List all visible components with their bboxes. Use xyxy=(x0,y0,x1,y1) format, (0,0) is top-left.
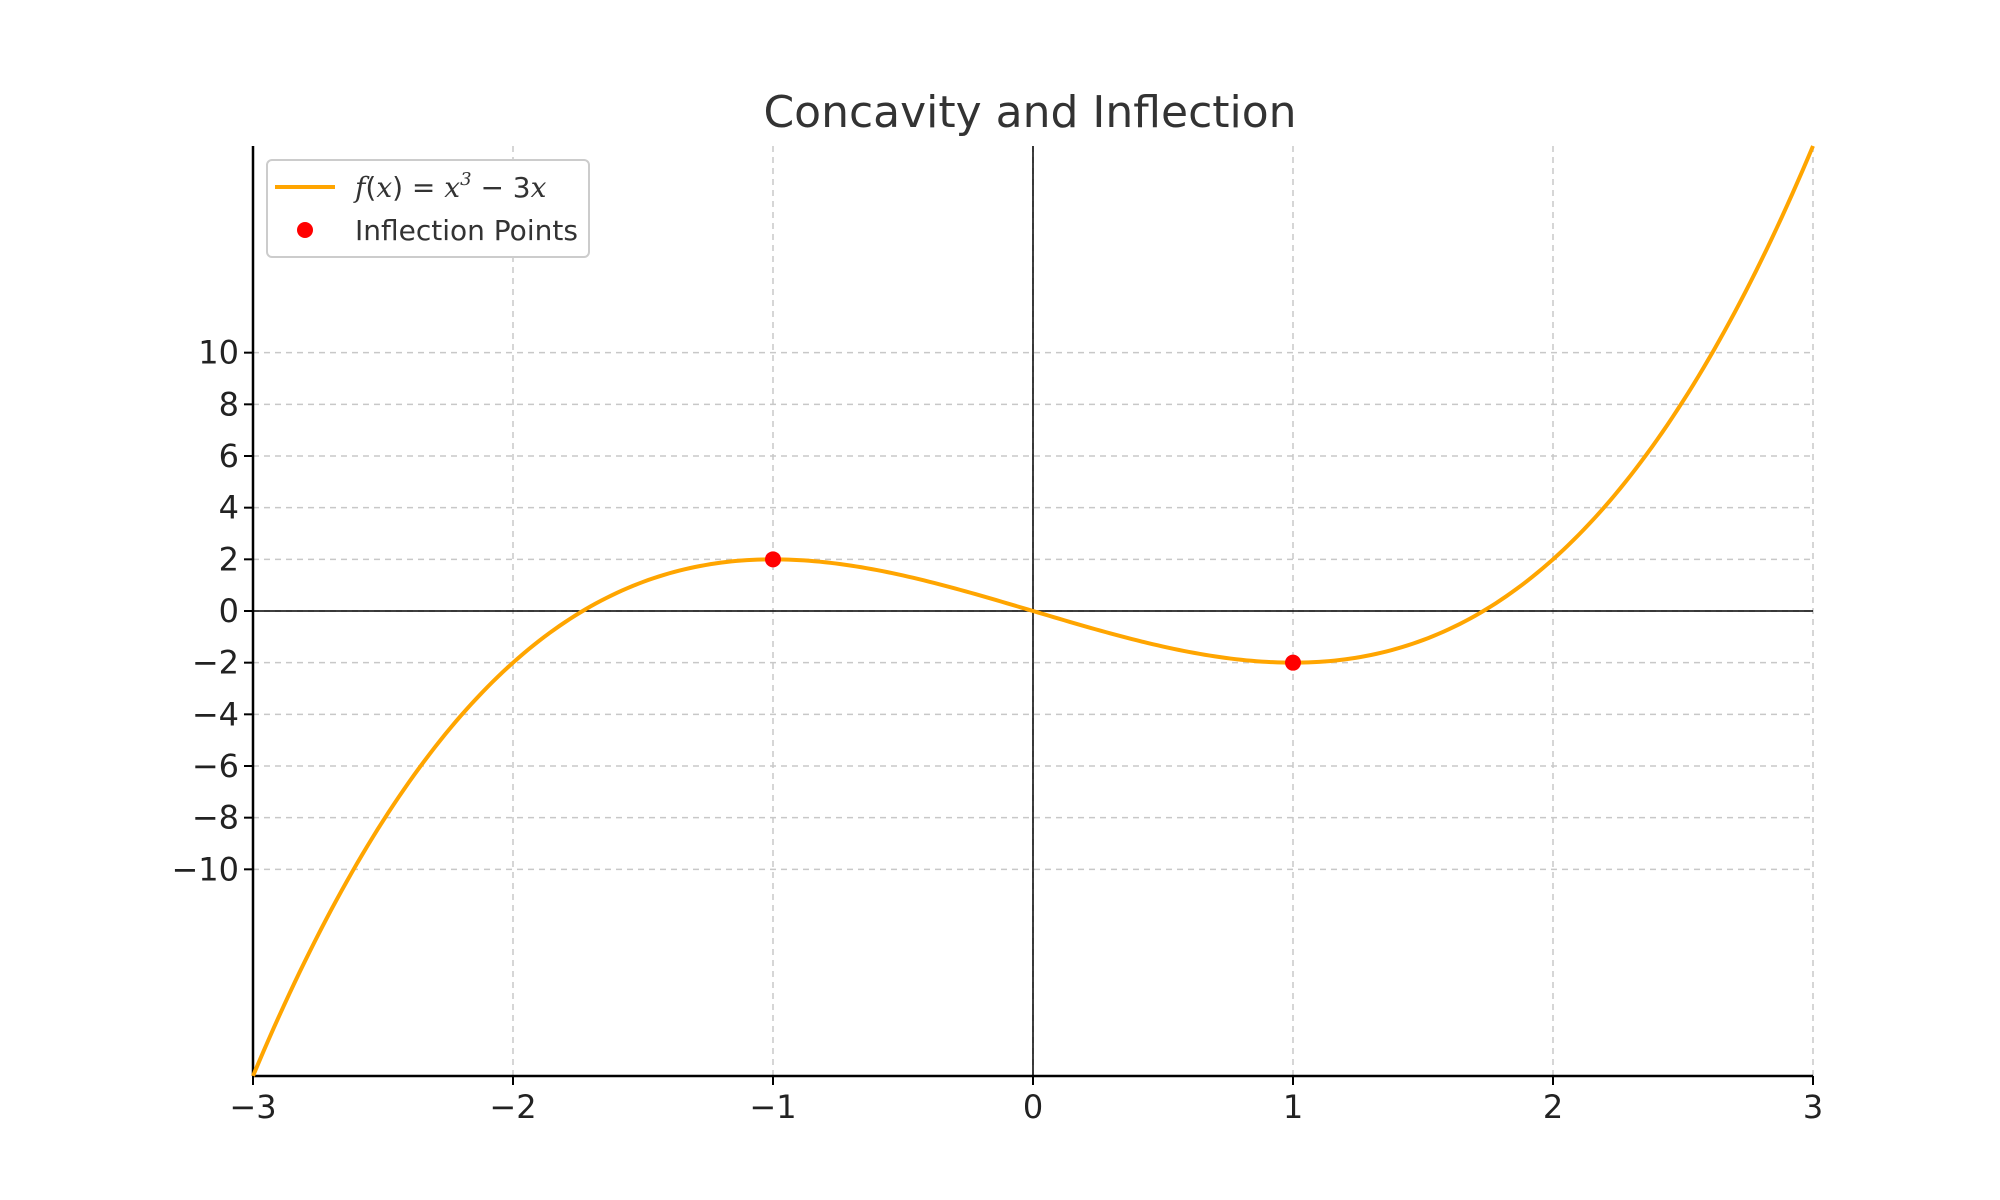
x-tick-label: −1 xyxy=(749,1088,796,1126)
y-tick-label: −8 xyxy=(192,799,239,837)
inflection-point xyxy=(1285,654,1301,671)
legend-marker-swatch xyxy=(297,222,313,238)
y-tick-label: −10 xyxy=(171,850,239,888)
x-tick-label: 0 xyxy=(1023,1088,1043,1126)
chart-title: Concavity and Inflection xyxy=(763,87,1296,138)
y-tick-label: 4 xyxy=(219,489,239,527)
x-tick-label: −3 xyxy=(229,1088,276,1126)
x-tick-label: 3 xyxy=(1803,1088,1823,1126)
x-tick-label: 2 xyxy=(1543,1088,1563,1126)
x-tick-label: 1 xyxy=(1283,1088,1303,1126)
y-tick-label: −6 xyxy=(192,747,239,785)
y-axis-ticks: −10 −8 −6 −4 −2 0 2 4 6 8 10 xyxy=(171,334,253,888)
legend-label-curve: f(x) = x3 − 3x xyxy=(353,169,547,204)
x-tick-label: −2 xyxy=(489,1088,536,1126)
y-tick-label: 8 xyxy=(219,385,239,423)
legend-label-points: Inflection Points xyxy=(355,214,578,247)
y-tick-label: 2 xyxy=(219,540,239,578)
y-tick-label: 0 xyxy=(219,592,239,630)
legend: f(x) = x3 − 3x Inflection Points xyxy=(266,159,590,258)
legend-box xyxy=(266,159,590,258)
curve-line xyxy=(251,145,1815,1077)
x-axis-ticks: −3 −2 −1 0 1 2 3 xyxy=(229,1076,1823,1126)
y-tick-label: 6 xyxy=(219,437,239,475)
y-tick-label: 10 xyxy=(198,334,239,372)
y-tick-label: −4 xyxy=(192,695,239,733)
inflection-point xyxy=(765,551,781,568)
y-tick-label: −2 xyxy=(192,644,239,682)
series-layer xyxy=(251,145,1815,1077)
